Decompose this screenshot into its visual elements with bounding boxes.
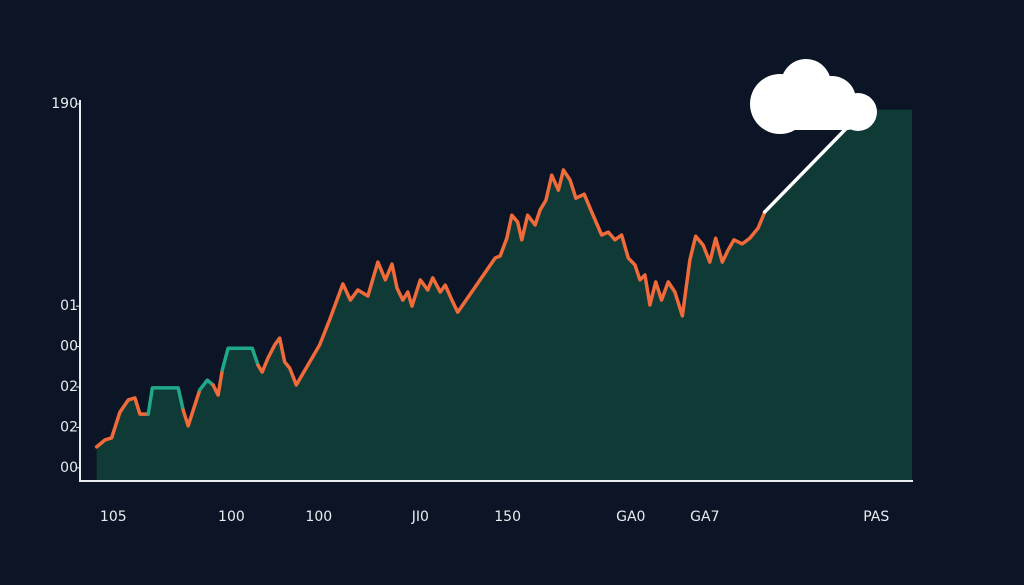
- y-tick-label: 02: [60, 419, 78, 435]
- x-tick-label: GA7: [690, 509, 719, 525]
- x-tick-label: GA0: [616, 509, 645, 525]
- line-series: [198, 378, 215, 392]
- x-tick-label: 100: [218, 509, 245, 525]
- plot-area: [94, 109, 912, 480]
- y-tick-label: 190: [51, 96, 78, 112]
- y-tick-label: 02: [60, 379, 78, 395]
- line-series: [220, 346, 260, 372]
- line-series: [762, 123, 852, 214]
- line-series: [211, 368, 225, 397]
- line-series: [146, 386, 185, 416]
- x-tick-label: PAS: [863, 509, 889, 525]
- line-series: [94, 396, 150, 449]
- y-tick-label: 01: [60, 298, 78, 314]
- x-tick-label: 150: [494, 509, 521, 525]
- y-tick-label: 00: [60, 460, 78, 476]
- area-fill: [96, 110, 912, 480]
- y-tick-label: 00: [60, 339, 78, 355]
- x-tick-label: JI0: [411, 509, 429, 525]
- x-tick-label: 100: [305, 509, 332, 525]
- x-tick-label: 105: [100, 509, 127, 525]
- cloud-icon: [750, 59, 877, 134]
- line-series: [256, 168, 767, 387]
- line-series: [181, 388, 202, 428]
